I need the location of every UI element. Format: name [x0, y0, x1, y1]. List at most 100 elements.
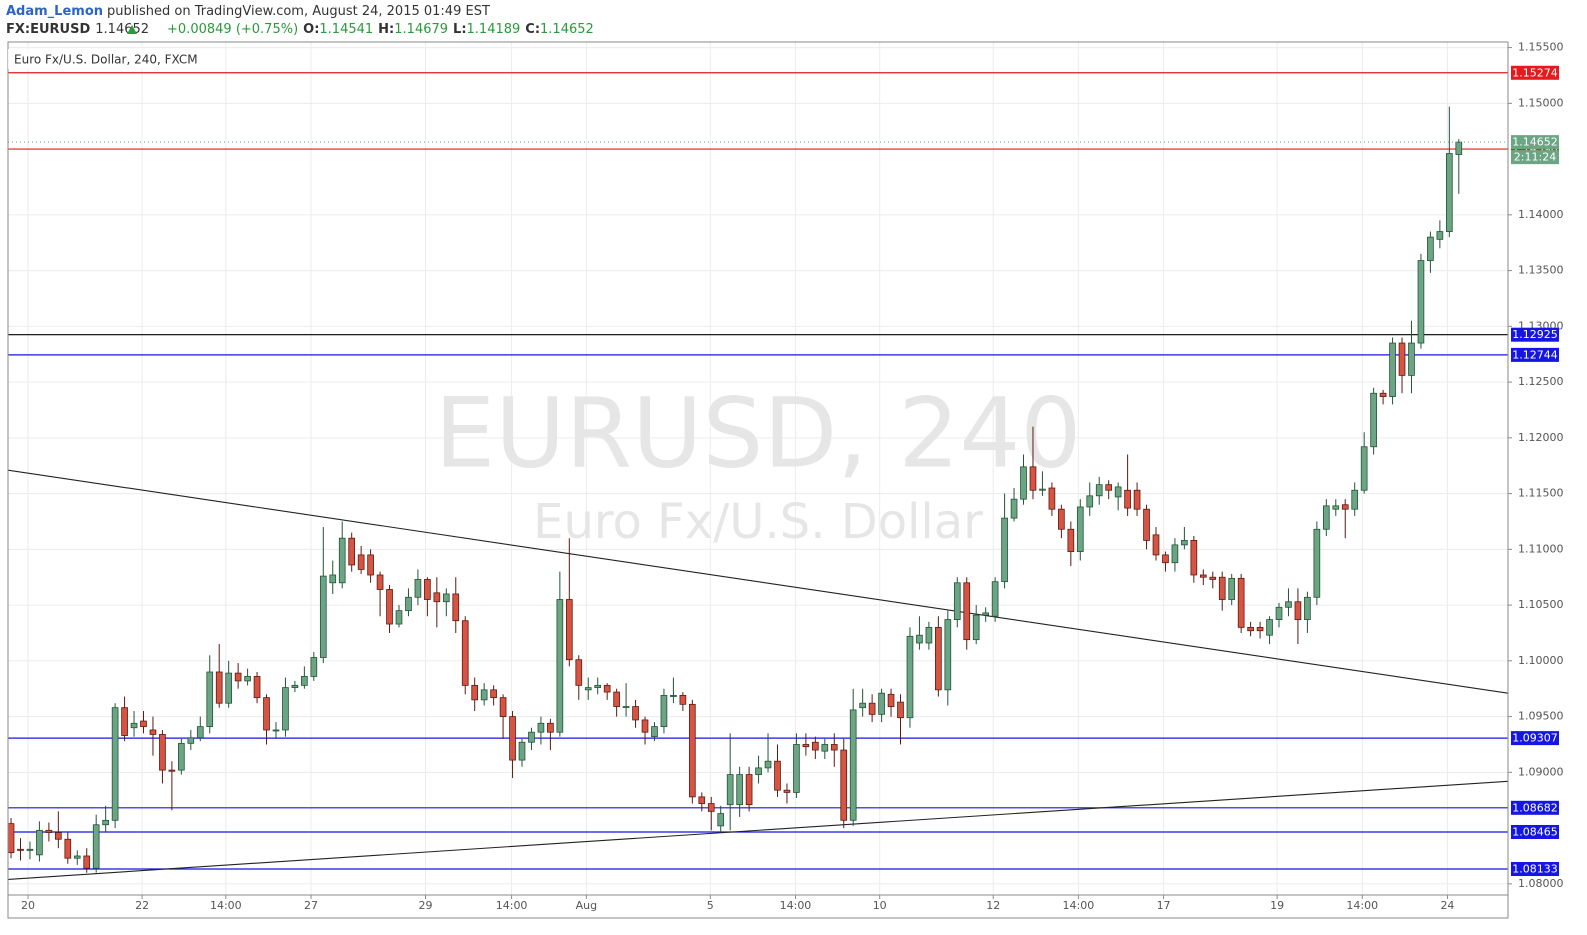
trend-line — [8, 780, 1508, 880]
candle-body — [632, 706, 639, 721]
candle-body — [405, 596, 412, 612]
candle-body — [168, 769, 176, 772]
y-tick-label: 1.11000 — [1518, 542, 1564, 555]
candle-body — [1218, 576, 1226, 600]
candle-body — [603, 684, 611, 693]
y-tick-label: 1.14000 — [1518, 208, 1564, 221]
candle-body — [622, 706, 630, 708]
x-tick-label: 14:00 — [780, 899, 812, 912]
level-tag-bg — [1511, 327, 1559, 342]
candle-body — [282, 687, 289, 731]
candle-body — [395, 610, 403, 625]
candle-body — [698, 796, 706, 804]
candle-body — [1067, 528, 1075, 552]
candle-body — [338, 537, 346, 584]
candle-body — [1436, 231, 1444, 240]
candle-body — [348, 537, 356, 566]
candle-body — [329, 574, 337, 584]
candle-body — [1370, 392, 1377, 448]
axes: 1.155001.150001.140001.135001.130001.125… — [21, 41, 1563, 912]
x-tick-label: 29 — [418, 899, 432, 912]
x-tick-label: 14:00 — [1063, 899, 1095, 912]
level-tag: 1.12925 — [1512, 328, 1558, 341]
level-tag-bg — [1511, 800, 1559, 815]
candle-body — [641, 719, 649, 733]
candle-body — [1095, 484, 1103, 497]
author[interactable]: Adam_Lemon — [6, 4, 103, 19]
candle-body — [461, 620, 469, 686]
candle-body — [925, 626, 933, 644]
candle-body — [556, 599, 564, 733]
last-price-tag-bg — [1511, 135, 1559, 150]
y-tick-label: 1.15000 — [1518, 96, 1564, 109]
plot-area — [8, 72, 1508, 880]
level-tag: 1.08682 — [1512, 801, 1558, 814]
watermark-subtitle: Euro Fx/U.S. Dollar — [533, 494, 983, 550]
candle-body — [1417, 260, 1425, 344]
candle-body — [310, 657, 318, 677]
candle-body — [111, 707, 119, 821]
countdown-tag: 2:11:24 — [1514, 151, 1556, 164]
level-tag-bg — [1511, 825, 1559, 840]
candle-body — [1266, 619, 1273, 636]
x-tick-label: Aug — [576, 899, 597, 912]
ohlc-value: 1.14541 — [319, 22, 373, 37]
candle-body — [319, 575, 327, 658]
candle-body — [745, 774, 753, 806]
candle-body — [414, 579, 422, 598]
candle-body — [594, 684, 602, 689]
candle-body — [130, 722, 138, 729]
candle-body — [1304, 596, 1311, 620]
candle-body — [897, 701, 904, 719]
candle-body — [1010, 498, 1018, 519]
level-tag-bg — [1511, 65, 1559, 80]
published: published on TradingView.com, August 24,… — [107, 4, 490, 19]
candle-body — [1133, 489, 1141, 510]
candle-body — [1379, 392, 1387, 397]
candle-body — [357, 554, 365, 570]
level-tag: 1.15274 — [1512, 66, 1558, 79]
candle-body — [1076, 506, 1084, 552]
symbol: FX:EURUSD — [6, 22, 90, 37]
candle-body — [1162, 554, 1169, 564]
candle-body — [102, 819, 109, 826]
grid — [8, 42, 1508, 895]
candle-body — [1058, 508, 1065, 530]
candle-body — [471, 684, 479, 701]
candle-body — [528, 731, 535, 743]
x-tick-label: 19 — [1270, 899, 1284, 912]
candle-body — [783, 789, 791, 793]
candle-body — [547, 722, 554, 733]
candle-body — [83, 855, 91, 869]
candle-body — [149, 729, 157, 735]
y-tick-label: 1.10000 — [1518, 654, 1564, 667]
candle-body — [8, 823, 15, 854]
candle-body — [1209, 576, 1217, 580]
candle-body — [1048, 487, 1056, 510]
quote-line: FX:EURUSD 1.14652 +0.00849 (+0.75%) O:1.145… — [6, 22, 594, 37]
candle-body — [140, 720, 147, 728]
level-tag-bg — [1511, 862, 1559, 877]
candle-body — [717, 813, 725, 827]
candle-body — [187, 737, 195, 744]
candle-body — [935, 626, 942, 691]
candle-body — [707, 803, 715, 812]
candle-body — [764, 760, 772, 769]
y-tick-label: 1.09000 — [1518, 765, 1564, 778]
candle-body — [537, 722, 545, 733]
candle-body — [726, 774, 734, 806]
candle-body — [660, 695, 668, 728]
up-arrow-icon — [127, 25, 137, 34]
candle-body — [991, 581, 999, 617]
x-tick-label: 14:00 — [496, 899, 528, 912]
ohlc-value: 1.14679 — [394, 22, 448, 37]
candle-body — [793, 744, 800, 793]
candle-body — [1256, 626, 1264, 632]
y-tick-label: 1.09500 — [1518, 710, 1564, 723]
candle-body — [1445, 153, 1453, 232]
x-tick-label: 14:00 — [210, 899, 242, 912]
y-tick-label: 1.13500 — [1518, 264, 1564, 277]
candle-body — [215, 671, 223, 704]
candle-body — [1247, 626, 1254, 632]
